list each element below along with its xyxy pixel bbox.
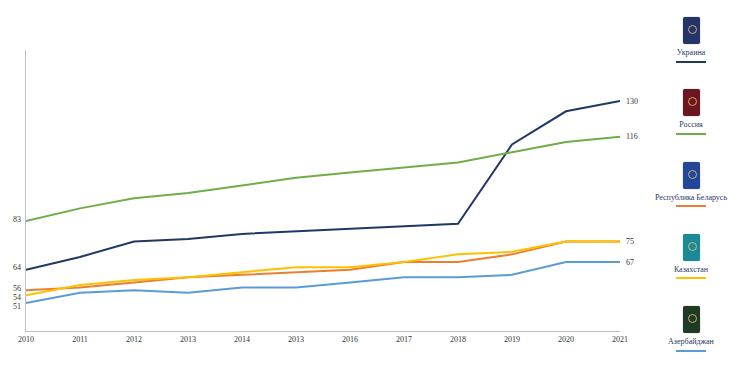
svg-text:83: 83 — [13, 215, 21, 224]
svg-text:2018: 2018 — [450, 335, 466, 344]
svg-text:2012: 2012 — [126, 335, 142, 344]
svg-text:64: 64 — [13, 263, 21, 272]
html-text:Россия: Россия — [679, 120, 703, 130]
svg-text:75: 75 — [626, 237, 634, 246]
html-text:Республика Беларусь: Республика Беларусь — [655, 192, 727, 202]
svg-text:2019: 2019 — [504, 335, 520, 344]
svg-text:2014: 2014 — [234, 335, 250, 344]
svg-text:2020: 2020 — [558, 335, 574, 344]
svg-text:2017: 2017 — [396, 335, 412, 344]
svg-text:2011: 2011 — [72, 335, 88, 344]
svg-text:2013: 2013 — [180, 335, 196, 344]
svg-text:2013: 2013 — [288, 335, 304, 344]
svg-text:116: 116 — [626, 132, 638, 141]
svg-text:54: 54 — [13, 293, 21, 302]
svg-text:67: 67 — [626, 258, 634, 267]
svg-text:51: 51 — [13, 302, 21, 311]
svg-text:130: 130 — [626, 97, 638, 106]
html-text:Казахстан: Казахстан — [673, 264, 709, 274]
svg-text:56: 56 — [13, 284, 21, 293]
svg-text:2010: 2010 — [18, 335, 34, 344]
svg-text:2021: 2021 — [612, 335, 628, 344]
html-text:Украина: Украина — [676, 48, 706, 58]
svg-text:2016: 2016 — [342, 335, 358, 344]
html-text:Азербайджан: Азербайджан — [668, 337, 714, 346]
